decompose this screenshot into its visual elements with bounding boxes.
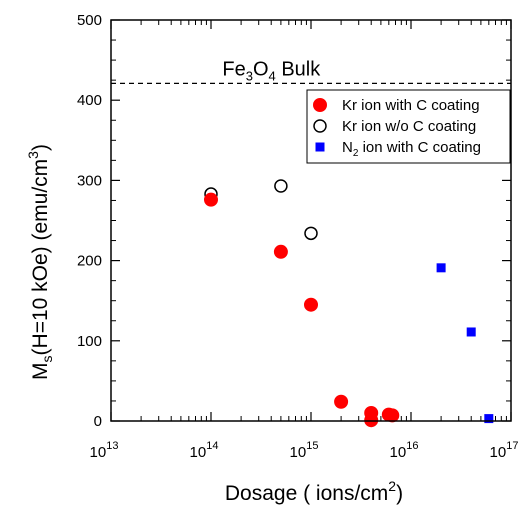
x-tick-label: 1013 [90, 440, 119, 461]
x-tick-label: 1016 [390, 440, 419, 461]
y-tick-label: 200 [77, 253, 102, 270]
legend-marker [313, 98, 327, 112]
legend-label-kr-with-c: Kr ion with C coating [342, 97, 480, 114]
plot-frame [110, 19, 512, 422]
data-point [204, 192, 218, 207]
x-axis-title: Dosage ( ions/cm2) [225, 478, 403, 505]
data-point [304, 297, 318, 312]
data-point [436, 263, 446, 273]
data-point [466, 327, 476, 337]
x-tick-label: 1015 [290, 440, 319, 461]
y-axis-title: Ms(H=10 kOe) (emu/cm3) [25, 144, 55, 380]
data-point [484, 414, 494, 424]
legend-label-kr-without-c: Kr ion w/o C coating [342, 118, 476, 135]
y-tick-label: 300 [77, 172, 102, 189]
legend-label-n2-with-c: N2 ion with C coating [342, 139, 481, 159]
data-point [334, 394, 349, 409]
legend-marker [313, 119, 327, 133]
y-tick-label: 100 [77, 333, 102, 350]
y-tick-label: 0 [94, 413, 102, 430]
legend-markers [313, 98, 327, 152]
x-tick-label: 1017 [490, 440, 519, 461]
x-tick-label: 1014 [190, 440, 219, 461]
legend-marker [315, 142, 325, 152]
reference-line-label: Fe3O4 Bulk [222, 58, 321, 83]
data-point [304, 226, 318, 241]
data-point [385, 408, 400, 423]
data-point [364, 413, 379, 428]
data-point [273, 244, 288, 259]
legend: Kr ion with C coating Kr ion w/o C coati… [306, 89, 511, 164]
y-tick-label: 500 [77, 12, 102, 29]
tick-labels: 1013 1014 1015 1016 1017 0 100 200 300 400 500 [77, 12, 519, 461]
data-points [204, 179, 494, 428]
legend-box [306, 89, 511, 164]
y-tick-label: 400 [77, 92, 102, 109]
data-point [274, 179, 288, 193]
